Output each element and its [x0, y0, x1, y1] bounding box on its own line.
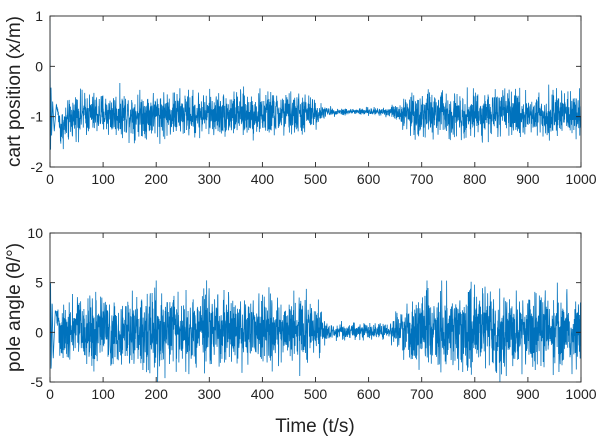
- x-tick-label: 0: [46, 386, 54, 402]
- x-axis-label: Time (t/s): [275, 416, 355, 437]
- series-line: [50, 280, 581, 382]
- x-tick-label: 900: [516, 386, 540, 402]
- y-tick-label: -5: [31, 374, 44, 390]
- series-line: [50, 21, 581, 150]
- x-tick-label: 1000: [565, 171, 596, 187]
- x-tick-label: 500: [304, 386, 328, 402]
- x-tick-label: 200: [145, 171, 169, 187]
- pole-angle-plot: 0 100 200 300 400 500 600 700 800 900 1000-50510po…: [4, 225, 596, 402]
- x-tick-label: 100: [91, 386, 115, 402]
- y-tick-label: -1: [31, 109, 44, 125]
- x-tick-label: 0: [46, 171, 54, 187]
- x-tick-label: 300: [198, 171, 222, 187]
- axes-frame: [49, 15, 582, 168]
- x-tick-label: 800: [463, 171, 487, 187]
- cart-position-plot: 0 100 200 300 400 500 600 700 800 900 1000 -2 -1 0 1 ca…: [4, 8, 596, 187]
- y-tick-label: 1: [35, 8, 43, 24]
- y-tick-label: 0: [35, 58, 43, 74]
- x-tick-label: 100: [91, 171, 115, 187]
- y-tick-label: 5: [35, 275, 43, 291]
- y-tick-label: 0: [35, 324, 43, 340]
- x-tick-label: 400: [251, 386, 275, 402]
- x-tick-label: 800: [463, 386, 487, 402]
- x-tick-label: 900: [516, 171, 540, 187]
- x-tick-label: 600: [357, 171, 381, 187]
- x-tick-label: 500: [304, 171, 328, 187]
- y-tick-label: -2: [31, 159, 44, 175]
- y-tick-label: 10: [27, 225, 43, 241]
- x-tick-label: 700: [410, 386, 434, 402]
- x-tick-label: 400: [251, 171, 275, 187]
- x-tick-label: 200: [145, 386, 169, 402]
- y-axis-label: cart position (x/m): [4, 16, 25, 167]
- x-tick-label: 1000: [565, 386, 596, 402]
- y-axis-label: pole angle (θ/°): [4, 243, 25, 372]
- x-tick-label: 300: [198, 386, 222, 402]
- x-tick-label: 700: [410, 171, 434, 187]
- x-tick-label: 600: [357, 386, 381, 402]
